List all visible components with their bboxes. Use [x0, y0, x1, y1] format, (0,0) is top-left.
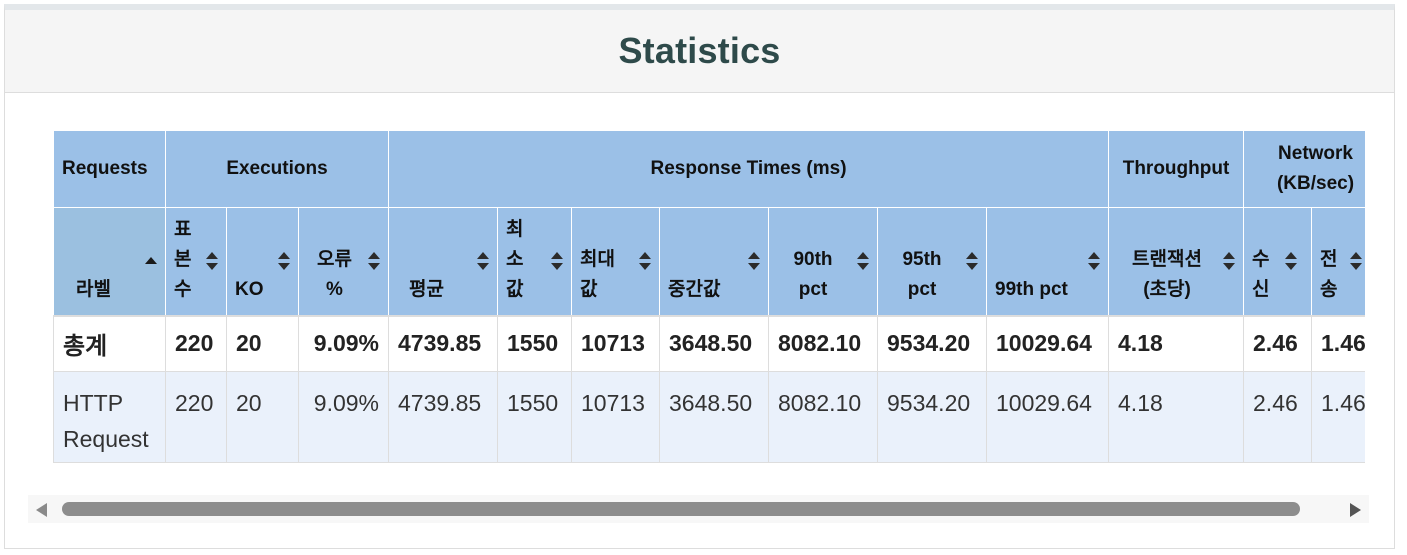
- horizontal-scrollbar[interactable]: [28, 495, 1369, 523]
- sort-both-icon: [278, 252, 290, 271]
- total-samples: 220: [165, 314, 227, 372]
- column-header-average[interactable]: 평균: [388, 207, 499, 316]
- row-99th-pct: 10029.64: [986, 371, 1110, 463]
- total-error-pct: 9.09%: [298, 314, 390, 372]
- column-header-ko[interactable]: KO: [226, 207, 299, 316]
- row-min: 1550: [497, 371, 573, 463]
- row-max: 10713: [571, 371, 661, 463]
- column-header-row: 라벨 표본수 KO 오류 % 평균: [53, 207, 1365, 316]
- total-received: 2.46: [1243, 314, 1313, 372]
- column-header-label[interactable]: 라벨: [53, 207, 166, 316]
- row-transactions: 4.18: [1108, 371, 1245, 463]
- group-header-row: Requests Executions Response Times (ms) …: [53, 130, 1365, 208]
- sort-both-icon: [1223, 252, 1236, 271]
- sort-asc-icon: [145, 257, 157, 265]
- group-header-response-times: Response Times (ms): [388, 130, 1110, 208]
- sort-both-icon: [639, 252, 652, 271]
- total-min: 1550: [497, 314, 573, 372]
- sort-both-icon: [1285, 252, 1298, 271]
- column-header-90th-pct[interactable]: 90th pct: [768, 207, 879, 316]
- total-90th-pct: 8082.10: [768, 314, 879, 372]
- sort-both-icon: [748, 252, 761, 271]
- sort-both-icon: [1350, 252, 1363, 271]
- row-90th-pct: 8082.10: [768, 371, 879, 463]
- panel-title: Statistics: [618, 30, 781, 71]
- total-ko: 20: [226, 314, 299, 372]
- column-header-error-pct[interactable]: 오류 %: [297, 207, 390, 316]
- total-max: 10713: [571, 314, 661, 372]
- column-header-sent[interactable]: 전송: [1311, 207, 1365, 316]
- group-header-requests: Requests: [53, 130, 166, 208]
- sort-both-icon: [206, 252, 218, 271]
- column-header-99th-pct[interactable]: 99th pct: [986, 207, 1110, 316]
- sort-both-icon: [477, 252, 490, 271]
- total-95th-pct: 9534.20: [877, 314, 988, 372]
- sort-both-icon: [857, 252, 870, 271]
- column-header-samples[interactable]: 표본수: [165, 207, 227, 316]
- total-transactions: 4.18: [1108, 314, 1245, 372]
- group-header-throughput: Throughput: [1108, 130, 1245, 208]
- sort-both-icon: [551, 252, 564, 271]
- row-average: 4739.85: [388, 371, 499, 463]
- row-sent: 1.46: [1311, 371, 1365, 463]
- total-label: 총계: [53, 314, 166, 372]
- column-header-min[interactable]: 최소값: [497, 207, 573, 316]
- row-ko: 20: [226, 371, 299, 463]
- scroll-left-arrow-icon[interactable]: [36, 503, 47, 517]
- total-average: 4739.85: [388, 314, 499, 372]
- column-header-transactions[interactable]: 트랜잭션 (초당): [1108, 207, 1245, 316]
- group-header-network: Network (KB/sec): [1243, 130, 1365, 208]
- row-samples: 220: [165, 371, 227, 463]
- row-95th-pct: 9534.20: [877, 371, 988, 463]
- sort-both-icon: [1088, 252, 1101, 271]
- group-header-executions: Executions: [164, 130, 390, 208]
- column-header-received[interactable]: 수신: [1243, 207, 1313, 316]
- total-99th-pct: 10029.64: [986, 314, 1110, 372]
- scroll-right-arrow-icon[interactable]: [1350, 503, 1361, 517]
- row-error-pct: 9.09%: [298, 371, 390, 463]
- total-sent: 1.46: [1311, 314, 1365, 372]
- column-header-median[interactable]: 중간값: [659, 207, 770, 316]
- column-header-95th-pct[interactable]: 95th pct: [877, 207, 988, 316]
- column-header-max[interactable]: 최대값: [571, 207, 661, 316]
- statistics-table-container: Requests Executions Response Times (ms) …: [53, 130, 1365, 470]
- table-row: HTTP Request 220 20 9.09% 4739.85 1550 1…: [53, 371, 1365, 463]
- total-row: 총계 220 20 9.09% 4739.85 1550 10713 3648.…: [53, 314, 1365, 372]
- row-received: 2.46: [1243, 371, 1313, 463]
- panel-heading: Statistics: [5, 10, 1394, 93]
- scroll-thumb[interactable]: [62, 502, 1300, 516]
- total-median: 3648.50: [659, 314, 770, 372]
- sort-both-icon: [368, 252, 381, 271]
- sort-both-icon: [966, 252, 979, 271]
- row-median: 3648.50: [659, 371, 770, 463]
- statistics-table: Requests Executions Response Times (ms) …: [53, 130, 1365, 463]
- row-label: HTTP Request: [53, 371, 166, 463]
